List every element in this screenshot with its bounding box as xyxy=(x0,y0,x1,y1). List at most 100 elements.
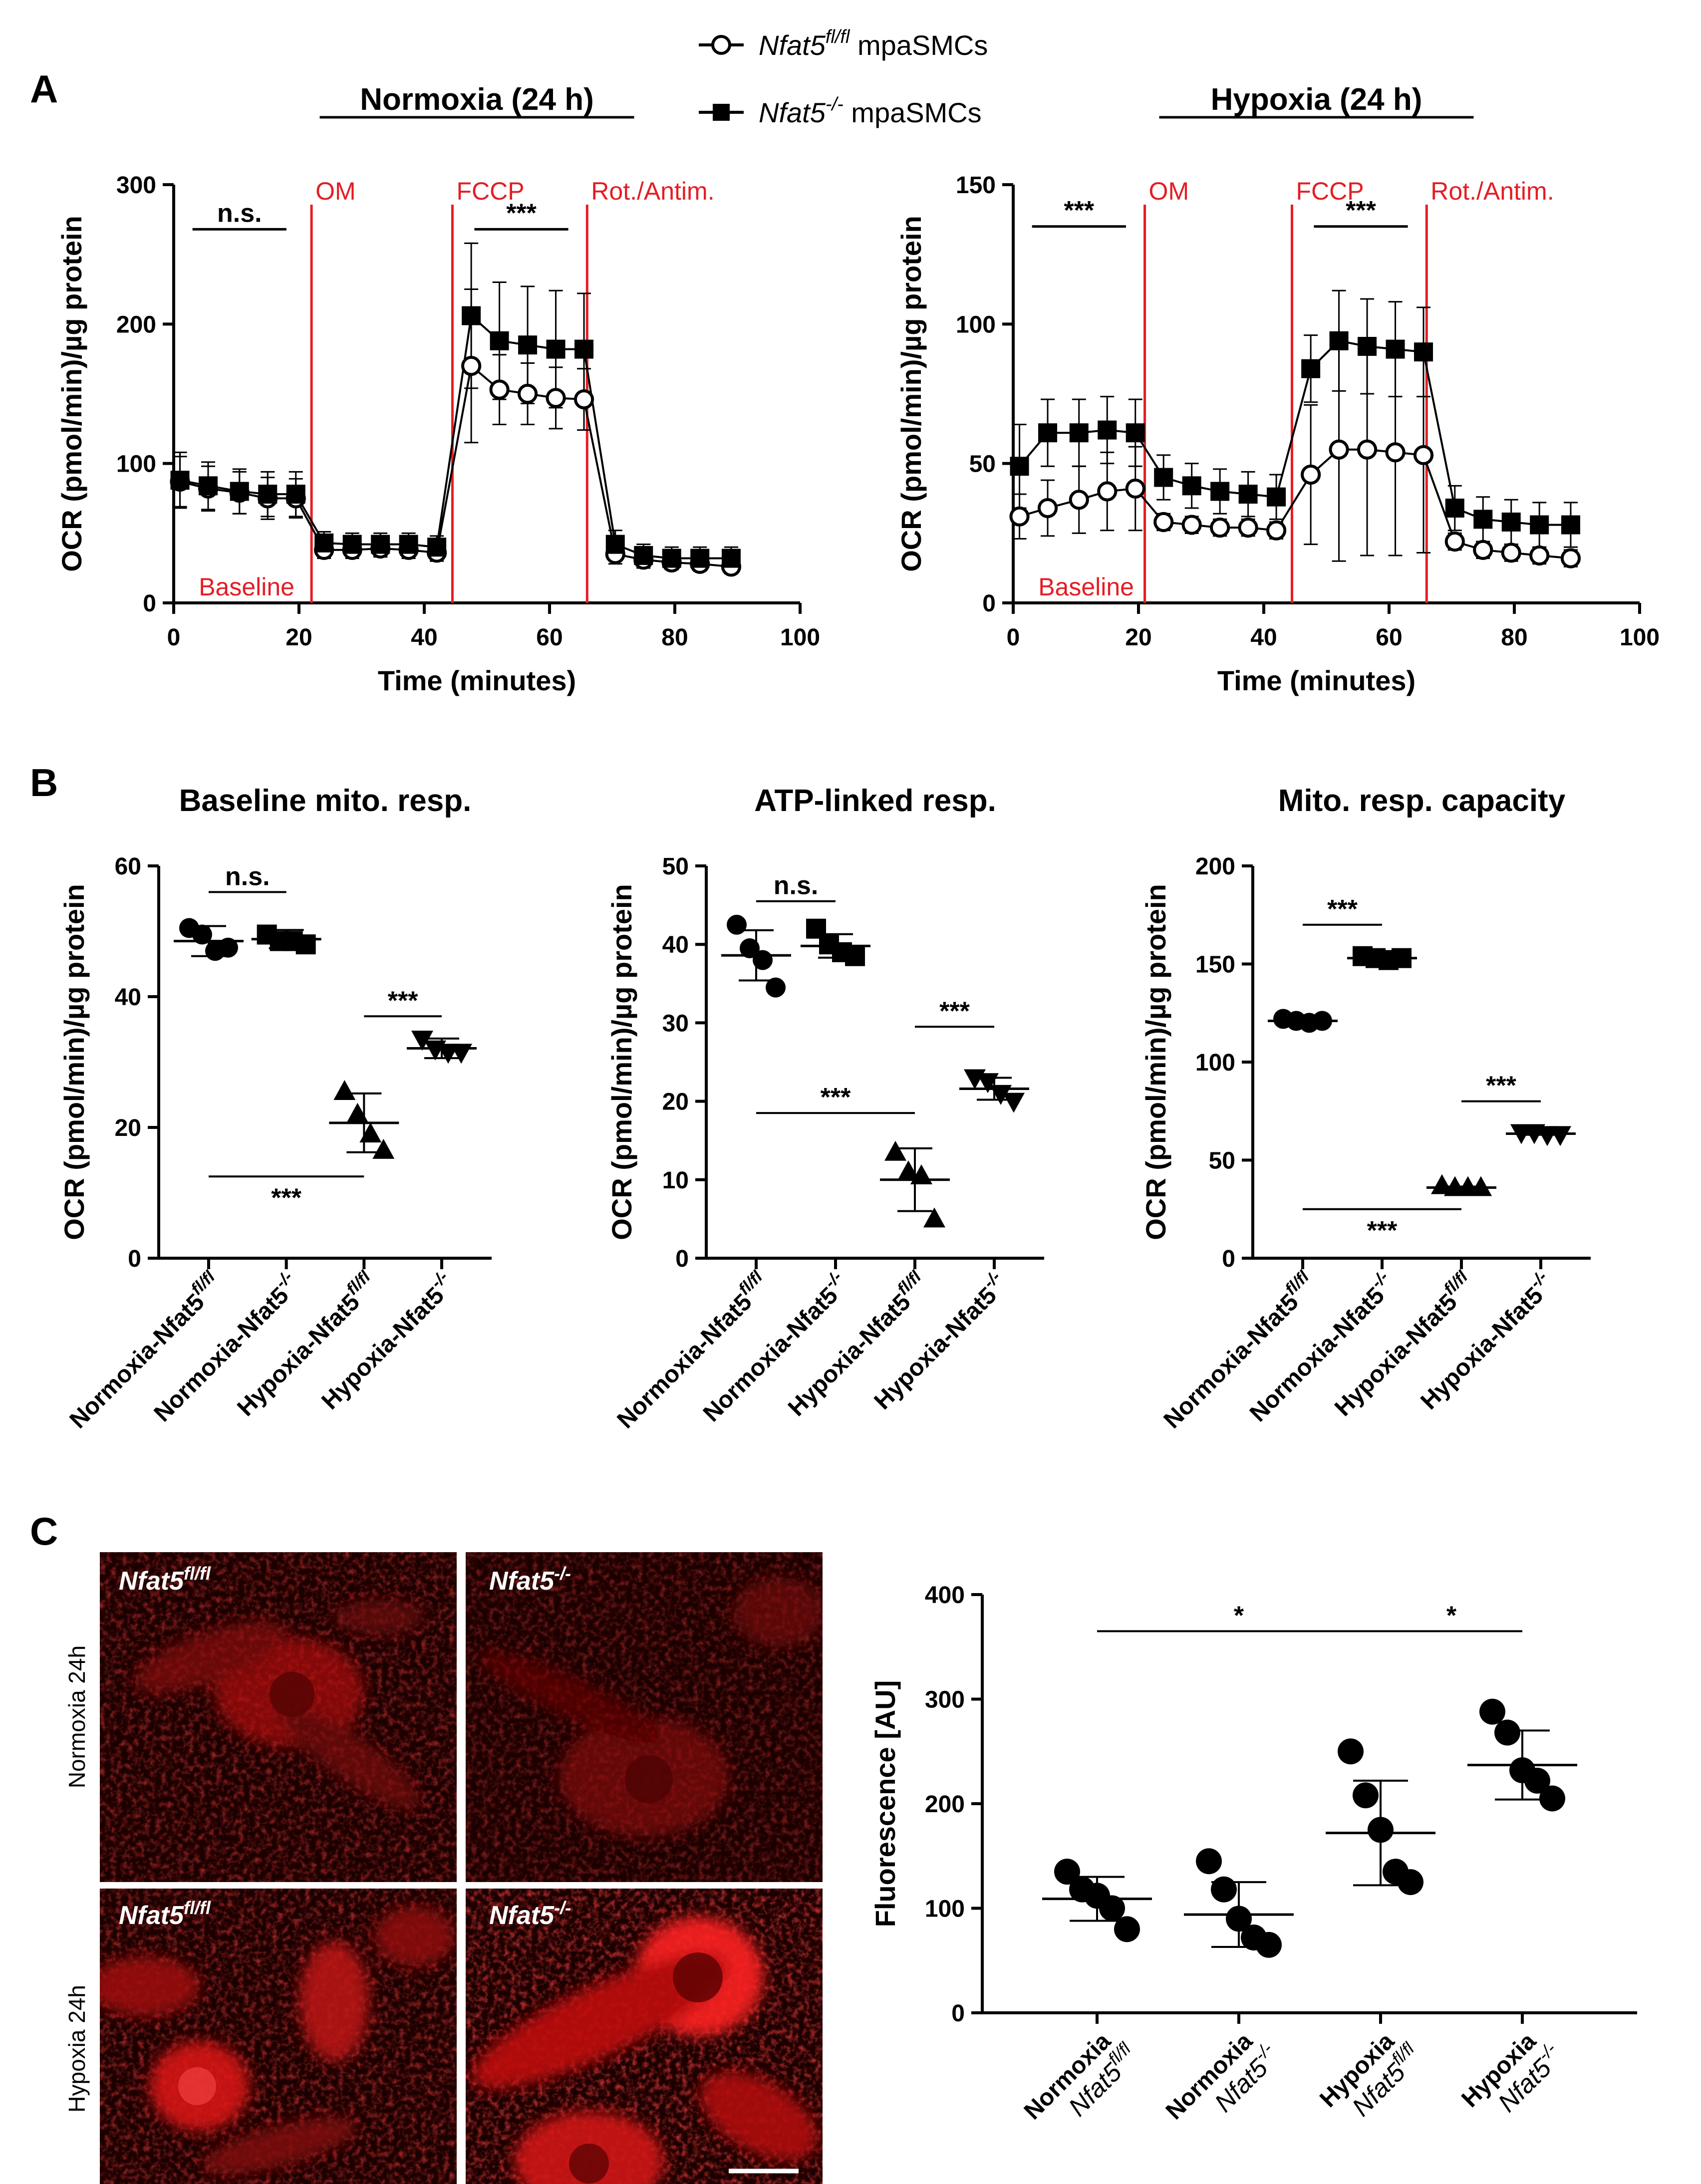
significance-label: n.s. xyxy=(217,199,262,228)
significance-label: *** xyxy=(506,199,537,228)
y-tick-label: 50 xyxy=(1209,1148,1235,1174)
x-tick-label: 20 xyxy=(285,624,312,651)
y-tick-label: 100 xyxy=(116,451,156,478)
data-point xyxy=(721,548,741,568)
y-axis-label: Fluorescence [AU] xyxy=(869,1680,901,1927)
y-axis-label: OCR (pmol/min)/µg protein xyxy=(56,216,87,572)
phase-label: FCCP xyxy=(1296,177,1364,205)
x-tick-label: Normoxia-Nfat5-/- xyxy=(1241,1267,1401,1427)
x-tick-label: Hypoxia-Nfat5fl/fl xyxy=(780,1267,934,1421)
data-point xyxy=(546,339,566,359)
data-point xyxy=(845,946,865,966)
significance-label: *** xyxy=(271,1183,301,1212)
data-point xyxy=(1125,478,1145,499)
legend-label-ko: Nfat5-/- mpaSMCs xyxy=(759,94,982,128)
data-point xyxy=(1479,1698,1505,1725)
y-tick-label: 50 xyxy=(969,451,996,478)
x-tick-label: 40 xyxy=(1250,624,1277,651)
panel-label-b: B xyxy=(30,761,58,805)
data-point xyxy=(1329,439,1349,460)
chart-title: Mito. resp. capacity xyxy=(1278,784,1566,818)
data-point xyxy=(1267,487,1286,507)
data-point xyxy=(1414,342,1433,362)
micrograph-hypoxia-flfl xyxy=(100,1889,457,2184)
x-tick-label: 60 xyxy=(536,624,563,651)
data-point xyxy=(371,535,390,554)
data-point xyxy=(1069,490,1089,510)
data-point xyxy=(342,535,362,554)
data-point xyxy=(884,1140,906,1161)
x-tick-label: 0 xyxy=(1007,624,1020,651)
significance-label: *** xyxy=(1346,196,1376,225)
data-point xyxy=(1539,1785,1565,1812)
data-point xyxy=(333,1080,356,1100)
data-point xyxy=(1560,548,1581,568)
data-point xyxy=(1445,499,1464,518)
legend-filled-square-icon xyxy=(713,104,730,121)
y-tick-label: 20 xyxy=(662,1089,689,1115)
significance-label: *** xyxy=(388,986,418,1015)
y-axis-label: OCR (pmol/min)/µg protein xyxy=(606,884,637,1240)
y-tick-label: 0 xyxy=(951,2000,965,2027)
data-point xyxy=(192,924,212,945)
x-tick-label: 80 xyxy=(1501,624,1527,651)
data-point xyxy=(1069,423,1089,443)
chart-title: ATP-linked resp. xyxy=(754,784,996,818)
data-point xyxy=(1494,1719,1520,1746)
data-point xyxy=(1444,531,1465,552)
x-tick-label: 80 xyxy=(661,624,688,651)
data-point xyxy=(546,388,566,408)
y-tick-label: 100 xyxy=(925,1896,965,1922)
data-point xyxy=(1010,457,1029,476)
x-tick-label: 100 xyxy=(780,624,820,651)
data-point xyxy=(1196,1848,1222,1875)
panel-label-a: A xyxy=(30,67,58,111)
data-point xyxy=(634,546,653,565)
data-point xyxy=(346,1102,369,1123)
data-point xyxy=(690,548,710,568)
y-tick-label: 300 xyxy=(116,172,156,199)
data-point xyxy=(199,476,218,496)
y-tick-label: 0 xyxy=(143,590,156,617)
data-point xyxy=(662,548,681,568)
data-point xyxy=(1037,498,1058,519)
y-tick-label: 0 xyxy=(1222,1246,1235,1272)
data-point xyxy=(372,1138,395,1159)
data-point xyxy=(1210,518,1230,538)
legend-label-flfl: Nfat5fl/fl mpaSMCs xyxy=(759,26,988,61)
x-tick-label: 0 xyxy=(167,624,181,651)
y-tick-label: 0 xyxy=(675,1246,689,1272)
x-tick-label: 100 xyxy=(1620,624,1660,651)
x-tick-label: Hypoxia-Nfat5fl/fl xyxy=(1326,1267,1481,1421)
data-point xyxy=(1338,1738,1364,1765)
data-point xyxy=(462,306,481,325)
data-point xyxy=(1238,518,1258,538)
data-point xyxy=(1357,439,1378,460)
y-axis-label: OCR (pmol/min)/µg protein xyxy=(58,884,90,1240)
data-point xyxy=(517,383,538,404)
data-point xyxy=(461,356,482,376)
y-tick-label: 100 xyxy=(956,311,996,338)
baseline-label: Baseline xyxy=(1038,573,1134,601)
y-tick-label: 50 xyxy=(662,853,689,880)
chart-title: Normoxia (24 h) xyxy=(360,82,594,117)
micrograph-label-normoxia-flfl: Nfat5fl/fl xyxy=(119,1563,211,1596)
data-point xyxy=(1524,1767,1550,1794)
series-line xyxy=(180,313,731,559)
data-point xyxy=(1256,1931,1282,1958)
data-point xyxy=(1561,515,1580,535)
data-point xyxy=(1549,1126,1571,1146)
data-point xyxy=(1470,1176,1492,1196)
data-point xyxy=(295,934,316,955)
y-tick-label: 0 xyxy=(982,590,996,617)
data-point xyxy=(1038,423,1058,443)
x-tick-label: Normoxia-Nfat5fl/fl xyxy=(608,1267,775,1433)
data-point xyxy=(1413,445,1434,466)
chart-title: Hypoxia (24 h) xyxy=(1211,82,1422,117)
y-tick-label: 300 xyxy=(925,1687,965,1713)
data-point xyxy=(427,538,447,557)
micrograph-normoxia-flfl xyxy=(100,1552,457,1882)
data-point xyxy=(359,1122,382,1143)
data-point xyxy=(1181,515,1202,535)
